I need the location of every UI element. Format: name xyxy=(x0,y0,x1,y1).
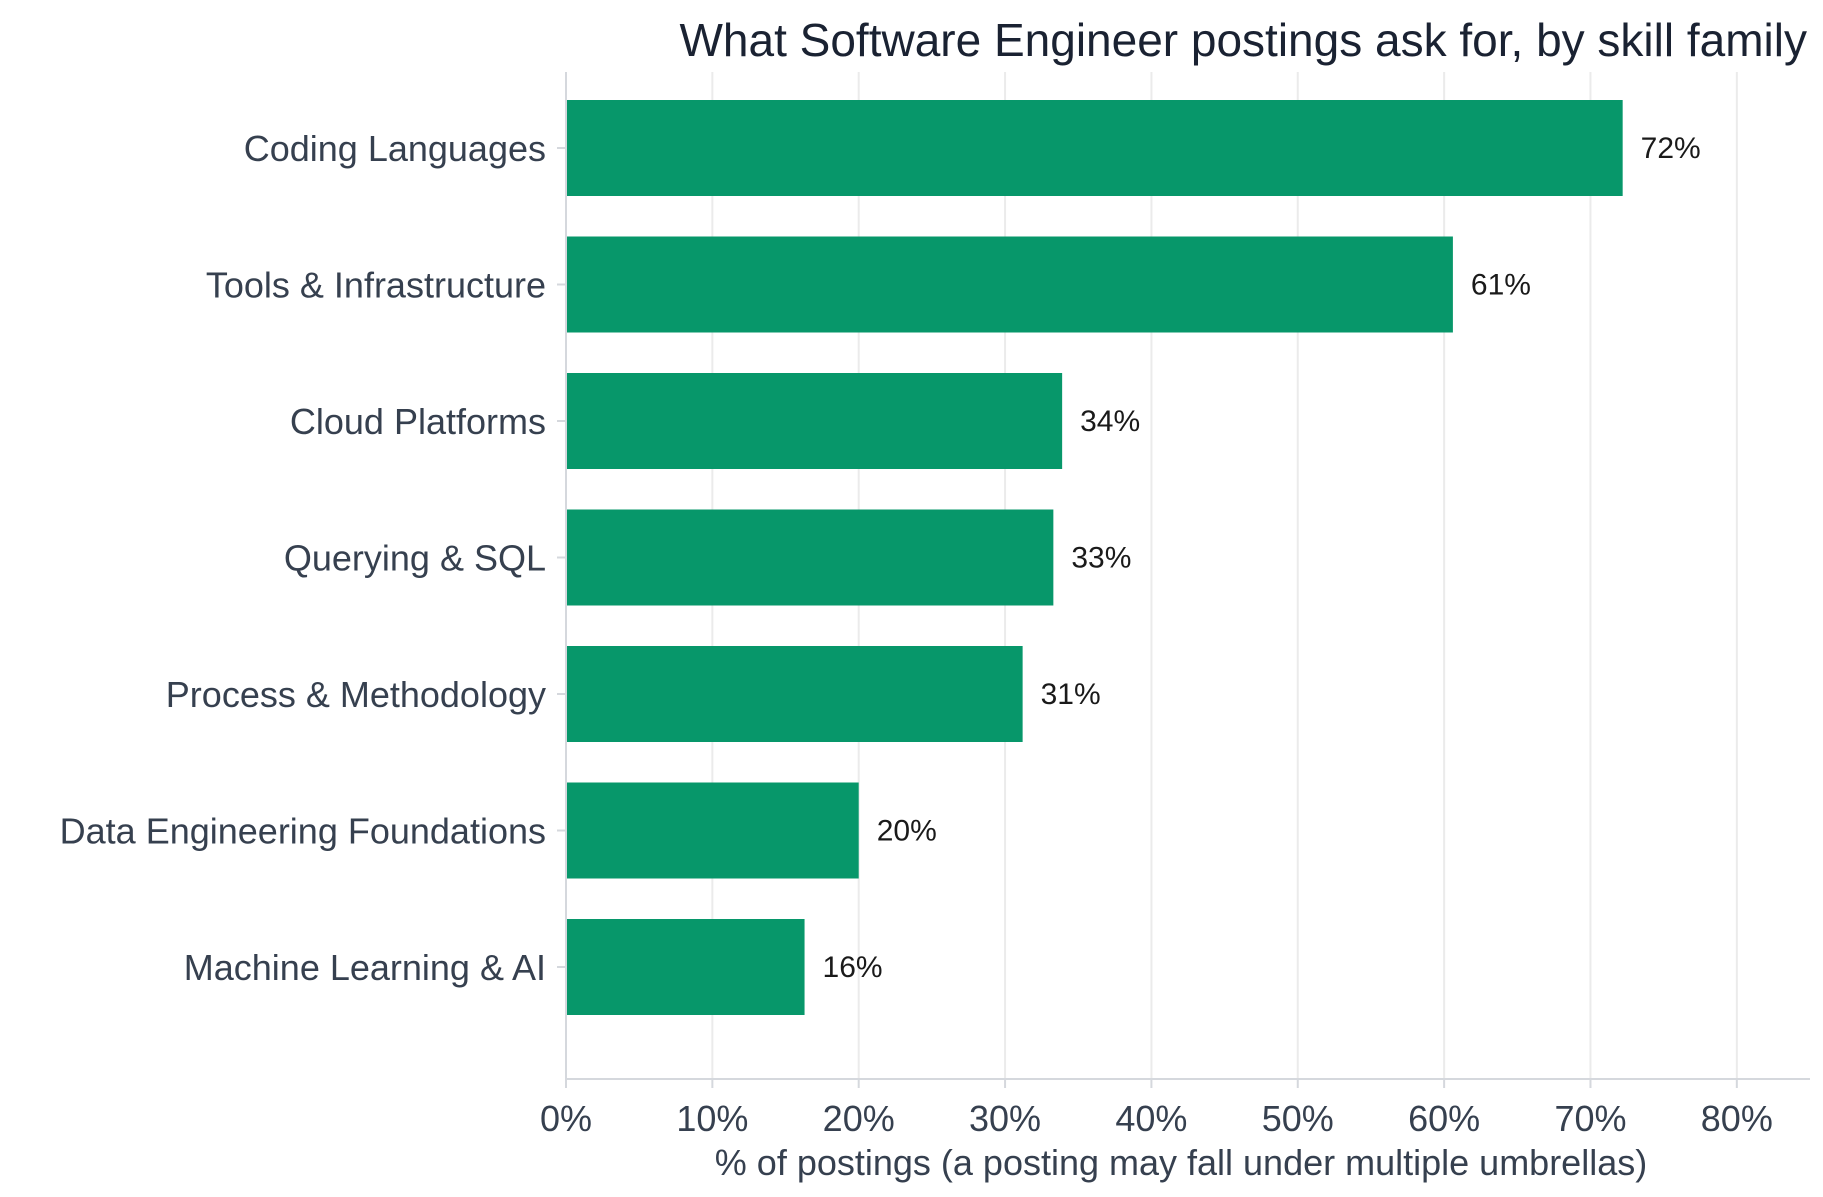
data-label: 33% xyxy=(1071,542,1131,575)
bar xyxy=(566,373,1063,469)
x-tick-label: 80% xyxy=(1701,1098,1773,1139)
data-labels: 72% 61% 34% 33% 31% 20% 16% xyxy=(823,132,1701,984)
data-label: 72% xyxy=(1641,132,1701,165)
category-label: Coding Languages xyxy=(244,128,546,169)
x-axis-label: % of postings (a posting may fall under … xyxy=(715,1142,1647,1183)
bar xyxy=(566,919,805,1015)
category-label: Querying & SQL xyxy=(284,538,546,579)
chart-title: What Software Engineer postings ask for,… xyxy=(680,14,1807,66)
data-label: 20% xyxy=(877,815,937,848)
data-label: 61% xyxy=(1471,269,1531,302)
category-label: Tools & Infrastructure xyxy=(206,265,546,306)
x-tick-label: 20% xyxy=(823,1098,895,1139)
bar xyxy=(566,646,1023,742)
bar xyxy=(566,100,1623,196)
x-tick-label: 50% xyxy=(1262,1098,1334,1139)
category-label: Machine Learning & AI xyxy=(184,947,546,988)
category-label: Cloud Platforms xyxy=(290,401,546,442)
category-label: Data Engineering Foundations xyxy=(60,811,546,852)
x-tick-label: 30% xyxy=(969,1098,1041,1139)
data-label: 31% xyxy=(1041,678,1101,711)
x-tick-label: 10% xyxy=(676,1098,748,1139)
category-label: Process & Methodology xyxy=(166,674,546,715)
x-tick-label: 70% xyxy=(1554,1098,1626,1139)
bars xyxy=(566,100,1623,1015)
bar xyxy=(566,509,1054,606)
data-label: 16% xyxy=(823,951,883,984)
category-labels: Coding Languages Tools & Infrastructure Cl… xyxy=(60,128,566,988)
x-axis-ticks: 0% 10% 20% 30% 40% 50% 60% 70% 80% xyxy=(540,72,1810,1139)
data-label: 34% xyxy=(1080,405,1140,438)
x-tick-label: 60% xyxy=(1408,1098,1480,1139)
bar xyxy=(566,782,859,879)
bar xyxy=(566,236,1453,333)
x-tick-label: 40% xyxy=(1115,1098,1187,1139)
x-tick-label: 0% xyxy=(540,1098,592,1139)
